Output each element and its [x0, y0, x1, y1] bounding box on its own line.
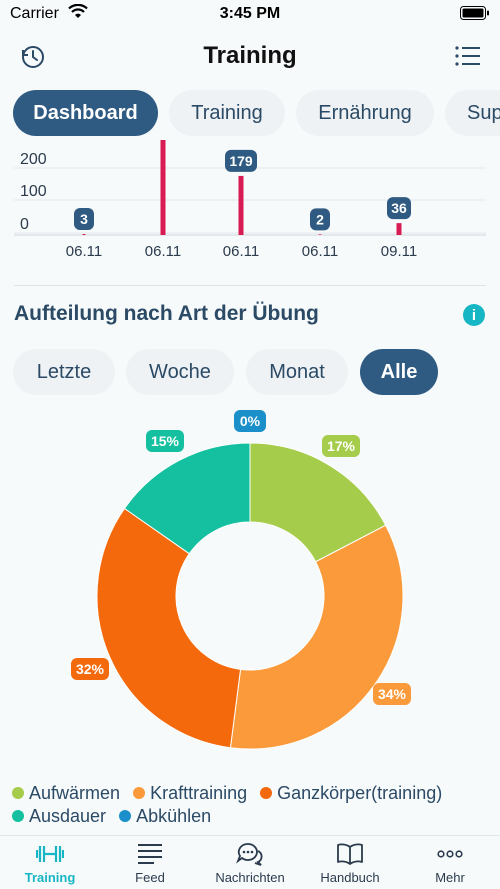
bar-value-label: 36 — [391, 200, 407, 216]
legend-item-aufwaermen[interactable]: Aufwärmen — [12, 783, 120, 804]
y-tick-label: 100 — [20, 183, 47, 200]
tabbar-label: Mehr — [435, 870, 465, 885]
legend-label: Ausdauer — [29, 806, 107, 826]
legend-label: Krafttraining — [150, 783, 248, 803]
tabbar-label: Handbuch — [320, 870, 380, 885]
slice-value-label: 17% — [327, 438, 356, 454]
tab-supplements[interactable]: Sup — [445, 90, 500, 136]
slice-value-badge — [322, 435, 360, 457]
legend-item-abkuehlen[interactable]: Abkühlen — [119, 806, 211, 827]
legend-label: Ganzkörper(training) — [277, 783, 443, 803]
tab-training[interactable]: Training — [169, 90, 285, 136]
nav-bar: Training — [0, 32, 500, 82]
filter-letzte[interactable]: Letzte — [13, 349, 115, 395]
wifi-icon — [68, 3, 88, 25]
history-clock-icon[interactable] — [20, 44, 46, 75]
slice-value-badge — [373, 683, 411, 705]
slice-value-label: 34% — [378, 686, 407, 702]
slice-value-badge — [234, 410, 266, 432]
bar-chart: 200 100 0 3 06.11 06.11 179 06.11 2 06.11 36 09.11 — [14, 140, 486, 260]
donut-chart: 17% 34% 32% 15% 0% — [71, 410, 411, 750]
bar — [82, 234, 86, 235]
bottom-tab-bar: Training Feed Nachrichten Handbuch Mehr — [0, 835, 500, 889]
info-icon[interactable]: i — [463, 304, 485, 326]
slice-value-label: 32% — [76, 661, 105, 677]
filter-alle[interactable]: Alle — [360, 349, 438, 395]
legend-item-ausdauer[interactable]: Ausdauer — [12, 806, 106, 827]
feed-lines-icon — [138, 844, 162, 864]
bar-value-badge — [310, 208, 330, 231]
donut-slice — [123, 442, 251, 555]
battery-icon — [460, 6, 490, 25]
open-book-icon — [337, 843, 363, 865]
legend-dot — [119, 810, 132, 822]
x-tick-label: 09.11 — [381, 243, 417, 260]
y-tick-label: 0 — [20, 216, 29, 233]
slice-value-badge — [71, 658, 109, 680]
bar-value-badge — [74, 208, 94, 231]
tabbar-item-nachrichten[interactable]: Nachrichten — [200, 842, 300, 885]
donut-slice — [229, 524, 404, 750]
x-tick-label: 06.11 — [223, 243, 259, 260]
slice-value-label: 15% — [151, 433, 180, 449]
tabbar-item-training[interactable]: Training — [0, 842, 100, 885]
page-title: Training — [203, 42, 297, 69]
dumbbell-icon — [36, 846, 64, 862]
filter-woche[interactable]: Woche — [126, 349, 234, 395]
tabbar-item-handbuch[interactable]: Handbuch — [300, 842, 400, 885]
filter-monat[interactable]: Monat — [246, 349, 348, 395]
donut-slice — [96, 507, 242, 749]
x-tick-label: 06.11 — [302, 243, 338, 260]
tab-ernaehrung[interactable]: Ernährung — [296, 90, 434, 136]
donut-slice — [249, 442, 387, 563]
slice-value-badge — [146, 430, 184, 452]
bar — [238, 175, 244, 235]
more-dots-icon — [437, 850, 463, 858]
slice-value-label: 0% — [240, 413, 261, 429]
bar-value-label: 2 — [316, 211, 324, 227]
chart-legend: Aufwärmen Krafttraining Ganzkörper(train… — [12, 783, 492, 829]
chat-bubbles-icon — [236, 843, 263, 866]
legend-label: Abkühlen — [136, 806, 212, 826]
status-bar: Carrier 3:45 PM — [0, 0, 500, 30]
carrier-label: Carrier — [10, 5, 59, 22]
legend-item-ganzkoerper[interactable]: Ganzkörper(training) — [260, 783, 442, 804]
bar-value-label: 3 — [80, 211, 88, 227]
tabbar-label: Nachrichten — [215, 870, 285, 885]
bar — [396, 223, 402, 235]
bar — [160, 140, 166, 235]
bar-value-badge — [225, 149, 257, 172]
legend-dot — [260, 787, 273, 799]
bar — [318, 234, 322, 235]
tabbar-item-mehr[interactable]: Mehr — [400, 842, 500, 885]
x-tick-label: 06.11 — [66, 243, 102, 260]
legend-dot — [12, 810, 24, 822]
legend-label: Aufwärmen — [29, 783, 121, 803]
legend-item-krafttraining[interactable]: Krafttraining — [133, 783, 247, 804]
list-menu-icon[interactable] — [454, 44, 480, 73]
segment-tabs: Dashboard Training Ernährung Sup — [0, 90, 500, 138]
tabbar-label: Feed — [135, 870, 165, 885]
tabbar-label: Training — [24, 870, 76, 885]
divider — [14, 285, 486, 286]
bar-value-badge — [387, 197, 411, 220]
legend-dot — [133, 787, 146, 799]
clock-time: 3:45 PM — [219, 5, 281, 22]
y-tick-label: 200 — [20, 151, 47, 168]
bar-value-label: 179 — [229, 153, 253, 169]
tabbar-item-feed[interactable]: Feed — [100, 842, 200, 885]
x-tick-label: 06.11 — [145, 243, 181, 260]
legend-dot — [12, 787, 24, 799]
tab-dashboard[interactable]: Dashboard — [13, 90, 158, 136]
section-title: Aufteilung nach Art der Übung — [14, 302, 319, 325]
